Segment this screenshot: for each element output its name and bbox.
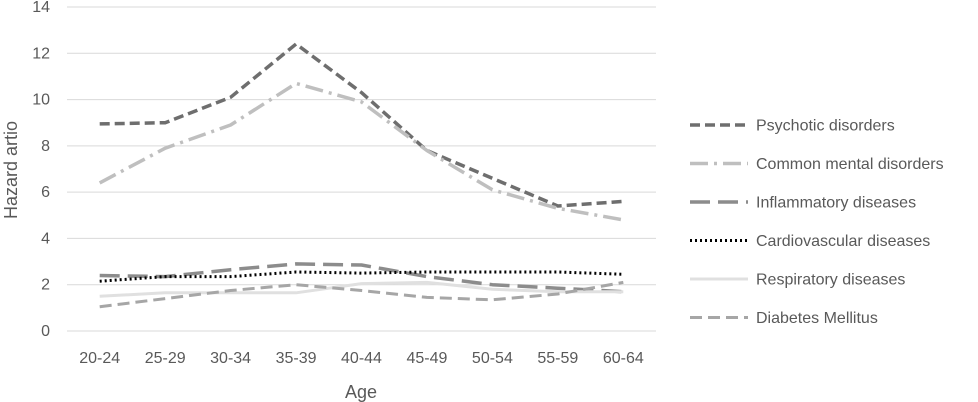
series-line bbox=[99, 270, 624, 283]
series-line bbox=[99, 42, 624, 208]
series-lines bbox=[98, 42, 624, 309]
x-tick-label: 25-29 bbox=[145, 350, 186, 367]
y-tick-label: 6 bbox=[41, 184, 50, 201]
legend-label: Psychotic disorders bbox=[756, 118, 895, 135]
y-tick-label: 2 bbox=[41, 277, 50, 294]
x-tick-label: 35-39 bbox=[276, 350, 317, 367]
series-line bbox=[99, 280, 624, 298]
y-tick-label: 8 bbox=[41, 138, 50, 155]
legend-label: Common mental disorders bbox=[756, 156, 944, 173]
x-tick-label: 30-34 bbox=[210, 350, 251, 367]
y-tick-label: 10 bbox=[32, 92, 50, 109]
legend-label: Diabetes Mellitus bbox=[756, 310, 878, 327]
series-line bbox=[99, 262, 624, 294]
gridlines bbox=[67, 6, 656, 332]
x-tick-label: 60-64 bbox=[603, 350, 644, 367]
legend-label: Inflammatory diseases bbox=[756, 195, 916, 212]
legend-label: Cardiovascular diseases bbox=[756, 233, 930, 250]
series-line bbox=[98, 81, 624, 222]
x-tick-label: 50-54 bbox=[472, 350, 513, 367]
series-line bbox=[99, 280, 624, 309]
y-axis-title: Hazard artio bbox=[1, 121, 21, 219]
y-tick-label: 12 bbox=[32, 45, 50, 62]
x-tick-label: 40-44 bbox=[341, 350, 382, 367]
y-tick-label: 0 bbox=[41, 323, 50, 340]
y-tick-label: 14 bbox=[32, 0, 50, 16]
x-tick-label: 55-59 bbox=[537, 350, 578, 367]
x-axis-title: Age bbox=[345, 382, 377, 402]
legend: Psychotic disorders Common mental disorde… bbox=[690, 118, 944, 327]
y-axis-ticks: 0 2 4 6 8 10 12 14 bbox=[32, 0, 50, 340]
y-tick-label: 4 bbox=[41, 230, 50, 247]
x-tick-label: 20-24 bbox=[79, 350, 120, 367]
x-axis-ticks: 20-24 25-29 30-34 35-39 40-44 45-49 50-54 55-59… bbox=[79, 350, 644, 367]
x-tick-label: 45-49 bbox=[406, 350, 447, 367]
legend-label: Respiratory diseases bbox=[756, 272, 905, 289]
